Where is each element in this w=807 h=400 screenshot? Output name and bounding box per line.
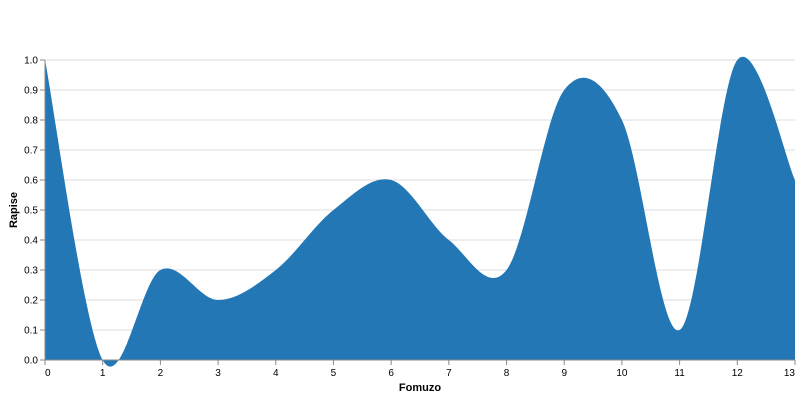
x-tick-label: 4 xyxy=(273,368,279,379)
x-tick-label: 2 xyxy=(158,368,164,379)
area-series xyxy=(45,56,795,367)
area-layer xyxy=(45,56,795,367)
x-tick-label: 3 xyxy=(215,368,221,379)
y-tick-label: 0.1 xyxy=(24,326,38,337)
x-axis-title: Fomuzo xyxy=(399,382,441,394)
x-tick-label: 10 xyxy=(616,368,628,379)
y-tick-label: 0.0 xyxy=(24,356,38,367)
y-tick-label: 0.5 xyxy=(24,206,38,217)
x-tick-label: 12 xyxy=(732,368,744,379)
y-tick-label: 0.6 xyxy=(24,176,38,187)
x-tick-label: 9 xyxy=(561,368,567,379)
y-tick-label: 0.7 xyxy=(24,146,38,157)
x-tick-label: 11 xyxy=(674,368,685,379)
y-tick-label: 0.3 xyxy=(24,266,38,277)
x-tick-label: 8 xyxy=(504,368,510,379)
x-axis: 0 1 2 3 4 5 6 7 8 9 10 11 12 13 xyxy=(44,359,796,379)
x-tick-label: 6 xyxy=(388,368,394,379)
x-tick-label: 13 xyxy=(784,368,796,379)
y-axis-title: Rapise xyxy=(8,192,20,228)
y-axis: 0.0 0.1 0.2 0.3 0.4 0.5 0.6 0.7 0.8 0.9 1.0 xyxy=(24,56,46,367)
x-tick-label: 0 xyxy=(45,368,51,379)
y-tick-label: 0.4 xyxy=(24,236,38,247)
y-tick-label: 0.8 xyxy=(24,116,38,127)
y-tick-label: 0.2 xyxy=(24,296,38,307)
x-tick-label: 1 xyxy=(100,368,106,379)
x-tick-label: 7 xyxy=(446,368,452,379)
y-tick-label: 1.0 xyxy=(24,56,38,67)
y-tick-label: 0.9 xyxy=(24,86,38,97)
x-tick-label: 5 xyxy=(331,368,337,379)
